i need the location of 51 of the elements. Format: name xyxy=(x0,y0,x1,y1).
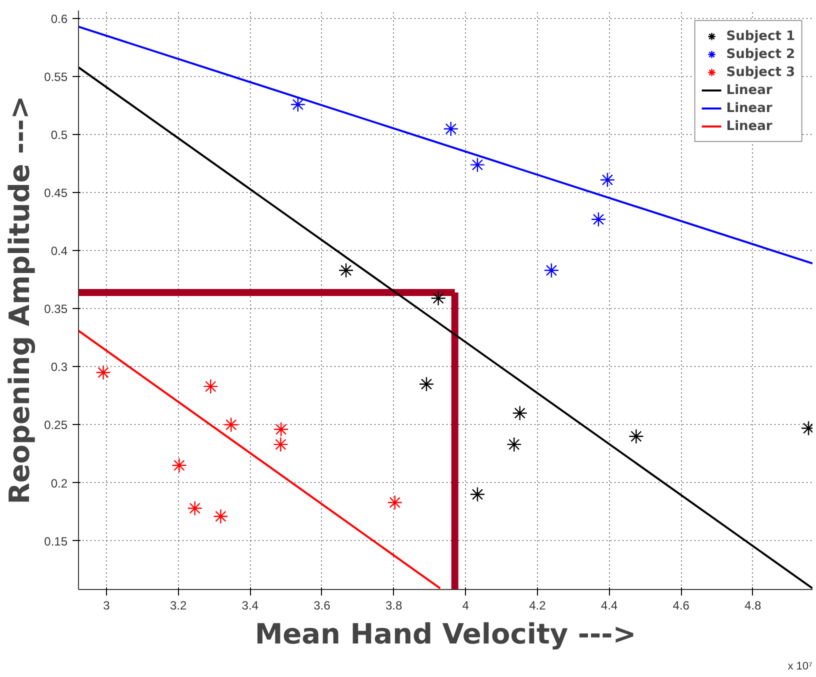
x-tick-label: 4 xyxy=(462,598,470,612)
x-tick-label: 4.4 xyxy=(600,598,618,612)
x-tick-label: 4.8 xyxy=(744,598,762,612)
x-axis-title: Mean Hand Velocity ---> xyxy=(254,618,636,650)
y-tick-label: 0.55 xyxy=(44,70,68,84)
point xyxy=(470,486,486,502)
x-tick-label: 4.2 xyxy=(529,598,546,612)
legend-label: Linear xyxy=(726,100,772,117)
point xyxy=(203,378,218,394)
point xyxy=(273,422,289,437)
point xyxy=(387,494,402,510)
y-tick-label: 0.6 xyxy=(50,12,68,26)
y-axis-title: Reopening Amplitude ---> xyxy=(3,96,36,504)
text: x 10⁷ xyxy=(788,660,813,672)
point xyxy=(544,262,560,278)
y-tick-label: 0.5 xyxy=(50,128,68,142)
y-tick-label: 0.2 xyxy=(50,476,68,490)
point xyxy=(506,436,522,452)
point xyxy=(470,157,486,172)
point xyxy=(512,406,528,421)
legend-label: Subject 3 xyxy=(726,64,795,81)
point xyxy=(443,121,458,136)
y-tick-label: 0.35 xyxy=(44,302,68,316)
legend-label: Linear xyxy=(726,118,772,135)
y-tick-label: 0.15 xyxy=(44,534,68,548)
x-tick-label: 4.6 xyxy=(672,598,690,612)
point xyxy=(187,500,202,516)
point xyxy=(224,417,239,432)
point xyxy=(172,458,187,473)
point xyxy=(273,436,288,452)
y-tick-label: 0.3 xyxy=(50,360,68,374)
legend-label: Subject 2 xyxy=(726,46,795,63)
legend-label: Subject 1 xyxy=(726,28,795,45)
x-tick-label: 3.2 xyxy=(170,598,187,612)
x-tick-label: 3.8 xyxy=(385,598,402,612)
point xyxy=(290,96,306,112)
point xyxy=(430,290,446,306)
point xyxy=(600,172,616,188)
x-tick-label: 3.6 xyxy=(314,598,331,612)
point xyxy=(213,508,228,524)
point xyxy=(96,364,111,380)
point xyxy=(628,428,644,444)
y-tick-label: 0.4 xyxy=(50,244,68,258)
x-tick-label: 3.4 xyxy=(242,598,259,612)
point xyxy=(338,262,354,278)
point xyxy=(590,212,606,227)
y-tick-label: 0.25 xyxy=(44,418,68,432)
y-tick-label: 0.45 xyxy=(44,186,68,200)
point xyxy=(418,376,434,392)
x-tick-label: 3 xyxy=(103,598,110,612)
legend-label: Linear xyxy=(726,82,772,99)
